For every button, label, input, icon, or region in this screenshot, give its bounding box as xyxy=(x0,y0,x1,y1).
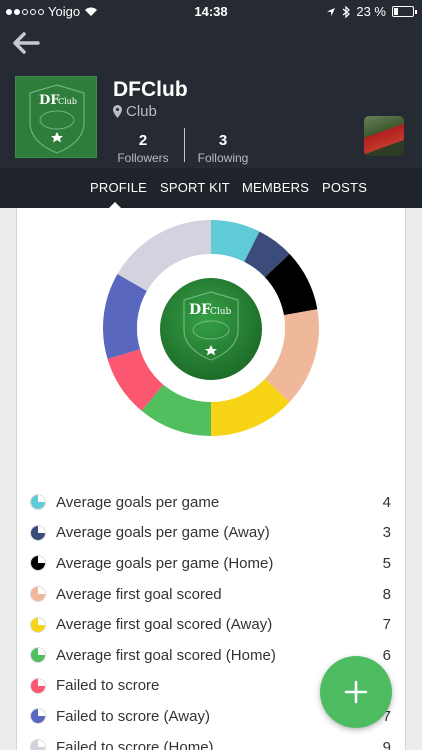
donut-segment xyxy=(264,309,319,403)
stat-value: 3 xyxy=(382,524,391,542)
list-item: Failed to scrore (Home) 9 xyxy=(30,732,394,750)
club-name: DFClub xyxy=(113,78,188,101)
stat-value: 5 xyxy=(382,554,391,572)
back-arrow-icon[interactable] xyxy=(10,30,42,56)
following-count: 3 xyxy=(218,132,228,149)
active-tab-indicator xyxy=(109,202,121,208)
list-item: Average goals per game (Home) 5 xyxy=(30,548,394,579)
add-button[interactable] xyxy=(320,656,392,728)
stat-label: Average first goal scored (Away) xyxy=(56,616,273,634)
following-label: Following xyxy=(197,151,249,165)
tab-bar: PROFILE SPORT KIT MEMBERS POSTS xyxy=(0,168,422,208)
clock: 14:38 xyxy=(194,4,228,19)
followers-stat[interactable]: 2 Followers xyxy=(108,132,178,165)
stat-label: Failed to scrore (Home) xyxy=(56,738,214,750)
pie-legend-icon xyxy=(30,708,46,725)
carrier-label: Yoigo xyxy=(48,4,81,19)
chart-logo-sub-text: Club xyxy=(210,307,232,317)
wifi-icon xyxy=(85,7,98,16)
donut-segment xyxy=(103,274,147,359)
chart-logo-text: DF xyxy=(189,302,211,318)
donut-segment xyxy=(211,378,290,436)
donut-segment xyxy=(107,349,164,411)
stat-label: Average first goal scored (Home) xyxy=(56,646,276,664)
tab-profile[interactable]: PROFILE xyxy=(90,180,148,195)
pie-legend-icon xyxy=(30,524,46,541)
profile-header: Yoigo 14:38 23 % DF Club DFClub Club 2 F… xyxy=(0,0,422,208)
stat-label: Failed to scrore xyxy=(56,677,160,695)
donut-segment xyxy=(117,220,211,291)
tab-sport-kit[interactable]: SPORT KIT xyxy=(160,180,230,195)
pie-legend-icon xyxy=(30,616,46,633)
pie-legend-icon xyxy=(30,739,46,750)
stat-label: Average goals per game (Away) xyxy=(56,524,270,542)
stats-divider xyxy=(184,128,185,162)
tab-members[interactable]: MEMBERS xyxy=(242,180,310,195)
stat-label: Average goals per game (Home) xyxy=(56,554,274,572)
stat-value: 9 xyxy=(382,738,391,750)
location-arrow-icon xyxy=(327,7,336,16)
list-item: Average first goal scored 8 xyxy=(30,579,394,610)
followers-count: 2 xyxy=(138,132,148,149)
stat-label: Failed to scrore (Away) xyxy=(56,707,210,725)
map-pin-icon xyxy=(113,105,122,118)
battery-icon xyxy=(392,6,417,17)
logo-sub-text: Club xyxy=(58,97,77,106)
stat-label: Average first goal scored xyxy=(56,585,222,603)
pie-legend-icon xyxy=(30,677,46,694)
list-item: Average first goal scored (Home) 6 xyxy=(30,640,394,671)
following-stat[interactable]: 3 Following xyxy=(188,132,258,165)
list-item: Failed to scrore (Away) 7 xyxy=(30,701,394,732)
pie-legend-icon xyxy=(30,586,46,603)
chart-center-logo: DF Club xyxy=(160,278,262,380)
donut-segment xyxy=(244,231,290,278)
avatar[interactable] xyxy=(364,116,404,156)
club-logo: DF Club xyxy=(15,76,97,158)
stat-value: 4 xyxy=(382,493,391,511)
list-item: Average goals per game (Away) 3 xyxy=(30,518,394,549)
bluetooth-icon xyxy=(342,5,351,18)
status-bar: Yoigo 14:38 23 % xyxy=(0,0,422,22)
signal-icon xyxy=(6,8,44,15)
list-item: Failed to scrore5 xyxy=(30,671,394,702)
club-crest-icon: DF Club xyxy=(183,291,239,361)
battery-percent: 23 % xyxy=(356,4,386,19)
tab-posts[interactable]: POSTS xyxy=(322,180,368,195)
donut-segment xyxy=(211,220,260,262)
donut-segment xyxy=(264,253,318,316)
club-type-label: Club xyxy=(126,103,157,120)
stat-value: 7 xyxy=(382,707,391,725)
stat-value: 6 xyxy=(382,646,391,664)
stat-value: 7 xyxy=(382,616,391,634)
plus-icon xyxy=(344,680,368,704)
club-crest-icon: DF Club xyxy=(29,84,85,154)
club-type: Club xyxy=(113,103,157,120)
logo-text: DF xyxy=(39,93,60,108)
stat-value: 8 xyxy=(382,585,391,603)
pie-legend-icon xyxy=(30,647,46,664)
stats-list: Average goals per game 4 Average goals per… xyxy=(30,487,394,750)
list-item: Average goals per game 4 xyxy=(30,487,394,518)
pie-legend-icon xyxy=(30,555,46,572)
donut-segment xyxy=(141,384,211,436)
pie-legend-icon xyxy=(30,494,46,511)
followers-label: Followers xyxy=(117,151,169,165)
list-item: Average first goal scored (Away) 7 xyxy=(30,609,394,640)
stat-label: Average goals per game xyxy=(56,493,220,511)
